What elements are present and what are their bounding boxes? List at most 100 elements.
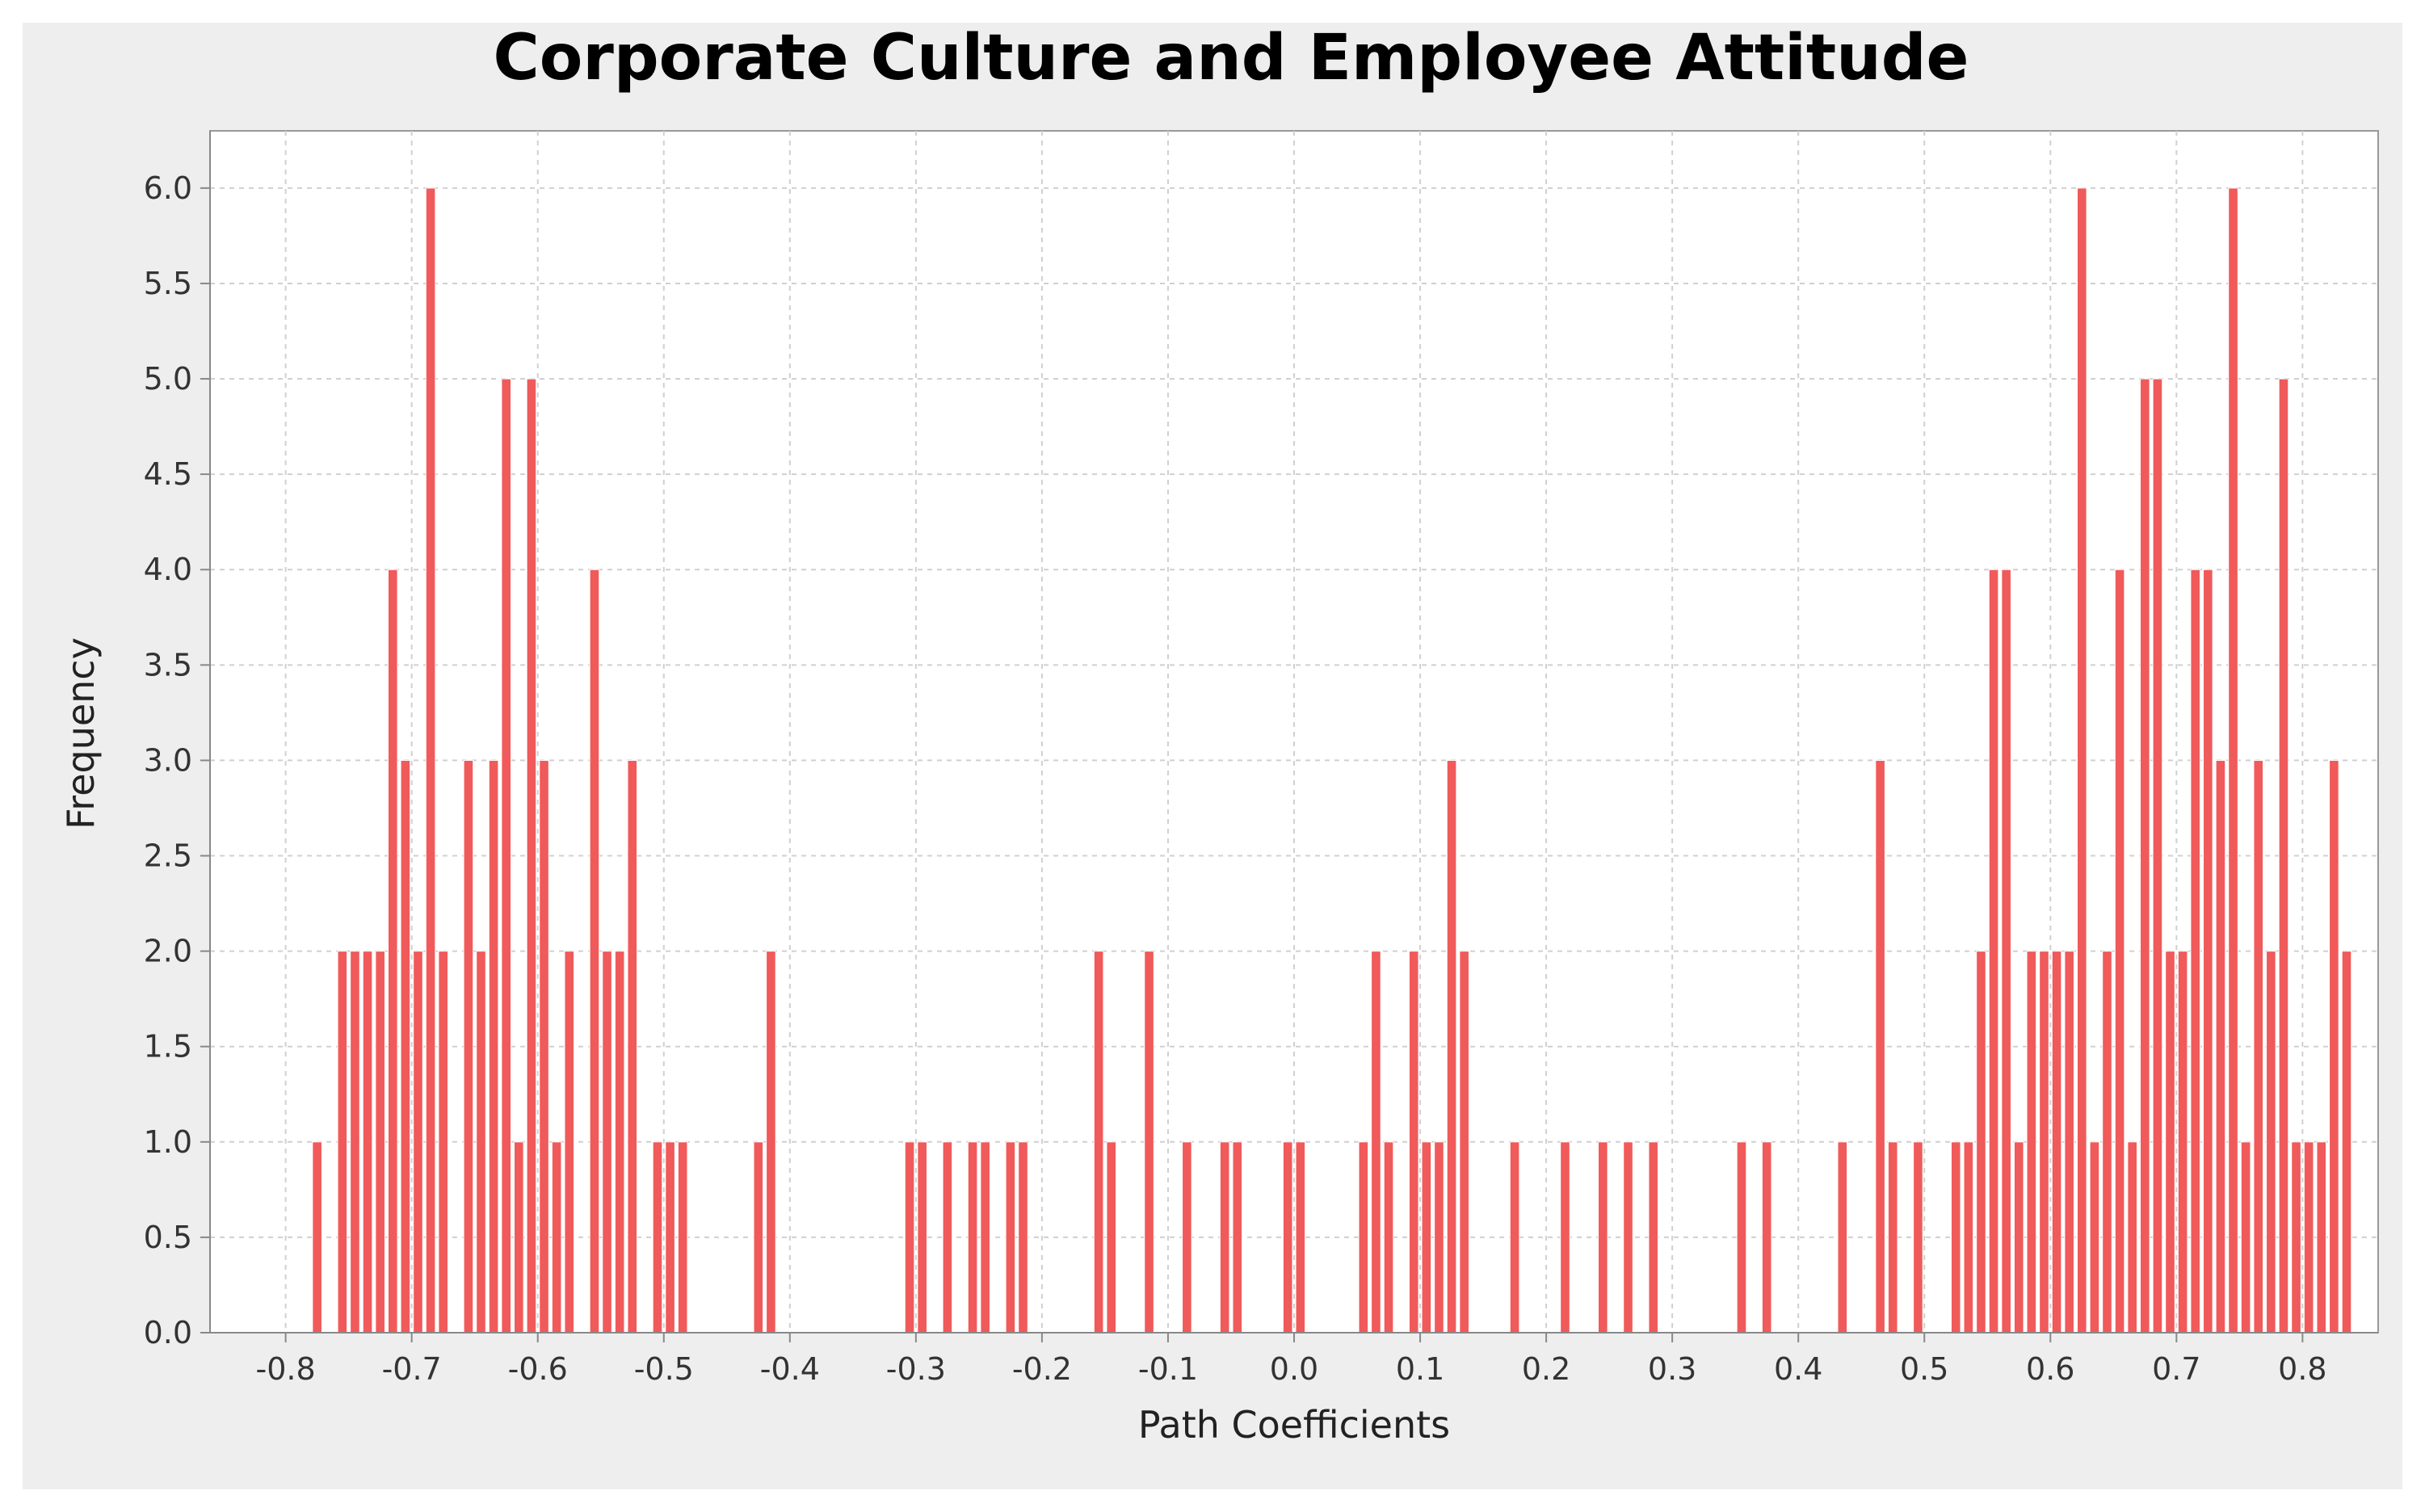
histogram-bar — [501, 378, 512, 1334]
y-tick-label: 6.0 — [144, 170, 192, 206]
histogram-bars — [312, 187, 2352, 1334]
histogram-bar — [350, 951, 360, 1334]
histogram-bar — [400, 759, 411, 1334]
histogram-bar — [1446, 759, 1457, 1334]
histogram-bar — [614, 951, 625, 1334]
x-tick-label: 0.4 — [1774, 1351, 1822, 1387]
x-tick-label: -0.1 — [1138, 1351, 1198, 1387]
y-axis-label: Frequency — [59, 637, 103, 830]
histogram-bar — [1232, 1141, 1243, 1334]
histogram-bar — [589, 569, 600, 1334]
y-tick-label: 1.0 — [144, 1124, 192, 1160]
histogram-bar — [1976, 951, 1986, 1334]
y-tick-label: 2.5 — [144, 838, 192, 874]
histogram-bar — [551, 1141, 562, 1334]
histogram-bar — [753, 1141, 764, 1334]
histogram-bar — [476, 951, 486, 1334]
x-axis-label: Path Coefficients — [1138, 1403, 1450, 1447]
histogram-bar — [2140, 378, 2150, 1334]
histogram-bar — [1648, 1141, 1659, 1334]
histogram-bar — [2177, 951, 2188, 1334]
y-tick-label: 1.5 — [144, 1029, 192, 1065]
histogram-bar — [2215, 759, 2226, 1334]
histogram-bar — [1736, 1141, 1747, 1334]
histogram-bar — [2165, 951, 2175, 1334]
histogram-bar — [1887, 1141, 1898, 1334]
histogram-bar — [677, 1141, 688, 1334]
y-tick-label: 4.0 — [144, 552, 192, 587]
histogram-bar — [1623, 1141, 1633, 1334]
histogram-bar — [1913, 1141, 1923, 1334]
y-tick-label: 2.0 — [144, 934, 192, 969]
y-tick-label: 4.5 — [144, 456, 192, 492]
x-tick-label: -0.7 — [382, 1351, 442, 1387]
histogram-bar — [2291, 1141, 2301, 1334]
x-tick-label: -0.4 — [760, 1351, 820, 1387]
histogram-bar — [1875, 759, 1885, 1334]
histogram-bar — [1988, 569, 1999, 1334]
histogram-bar — [1371, 951, 1381, 1334]
histogram-bar — [1421, 1141, 1432, 1334]
histogram-bar — [1144, 951, 1154, 1334]
y-tick-label: 5.5 — [144, 266, 192, 301]
histogram-bar — [2013, 1141, 2024, 1334]
histogram-bar — [2026, 951, 2037, 1334]
y-tick-label: 5.0 — [144, 361, 192, 397]
y-tick-label: 0.0 — [144, 1315, 192, 1350]
histogram-bar — [2001, 569, 2011, 1334]
x-tick-label: 0.7 — [2152, 1351, 2200, 1387]
histogram-bar — [627, 759, 638, 1334]
histogram-bar — [980, 1141, 990, 1334]
histogram-bar — [2316, 1141, 2327, 1334]
y-tick-label: 3.5 — [144, 647, 192, 682]
x-tick-label: -0.2 — [1012, 1351, 1072, 1387]
histogram-bar — [652, 1141, 663, 1334]
histogram-bar — [2240, 1141, 2251, 1334]
histogram-bar — [2039, 951, 2049, 1334]
histogram-bar — [2152, 378, 2163, 1334]
histogram-bar — [1837, 1141, 1848, 1334]
histogram-bar — [1598, 1141, 1608, 1334]
y-tick-label: 0.5 — [144, 1220, 192, 1255]
histogram-bar — [1358, 1141, 1369, 1334]
x-tick-label: 0.5 — [1900, 1351, 1948, 1387]
histogram-bar — [1408, 951, 1419, 1334]
histogram-bar — [2203, 569, 2213, 1334]
x-tick-label: -0.6 — [508, 1351, 568, 1387]
histogram-bar — [1282, 1141, 1293, 1334]
x-tick-label: -0.3 — [886, 1351, 946, 1387]
histogram-bar — [362, 951, 373, 1334]
histogram-bar — [942, 1141, 953, 1334]
x-tick-label: -0.8 — [256, 1351, 316, 1387]
y-tick-label: 3.0 — [144, 742, 192, 778]
histogram-bar — [1509, 1141, 1520, 1334]
histogram-bar — [526, 378, 537, 1334]
histogram-bar — [387, 569, 398, 1334]
histogram-bar — [766, 951, 776, 1334]
x-tick-label: 0.6 — [2026, 1351, 2074, 1387]
histogram-bar — [1018, 1141, 1028, 1334]
histogram-bar — [1093, 951, 1104, 1334]
histogram-bar — [2076, 187, 2087, 1334]
histogram-bar — [1295, 1141, 1306, 1334]
histogram-bar — [564, 951, 575, 1334]
x-tick-label: 0.2 — [1522, 1351, 1570, 1387]
x-tick-label: 0.3 — [1648, 1351, 1696, 1387]
histogram-bar — [1106, 1141, 1117, 1334]
histogram-bar — [1761, 1141, 1772, 1334]
y-axis-ticks: 0.0 0.5 1.0 1.5 2.0 2.5 3.0 3.5 4.0 4.5 5.0 5.5 6.0 — [144, 170, 210, 1350]
histogram-bar — [1383, 1141, 1394, 1334]
histogram-bar — [2051, 951, 2062, 1334]
histogram-bar — [2064, 951, 2074, 1334]
x-tick-label: -0.5 — [634, 1351, 694, 1387]
histogram-bar — [438, 951, 448, 1334]
x-axis-ticks: -0.8 -0.7 -0.6 -0.5 -0.4 -0.3 -0.2 -0.1 0.0 0.1 0.… — [256, 1333, 2327, 1387]
chart-panel: Corporate Culture and Employee Attitude … — [23, 23, 2402, 1489]
histogram-bar — [904, 1141, 915, 1334]
x-tick-label: 0.8 — [2278, 1351, 2326, 1387]
histogram-bar — [1459, 951, 1469, 1334]
histogram-bar — [665, 1141, 675, 1334]
histogram-bar — [2102, 951, 2112, 1334]
histogram-bar — [425, 187, 436, 1334]
histogram-bar — [2190, 569, 2201, 1334]
